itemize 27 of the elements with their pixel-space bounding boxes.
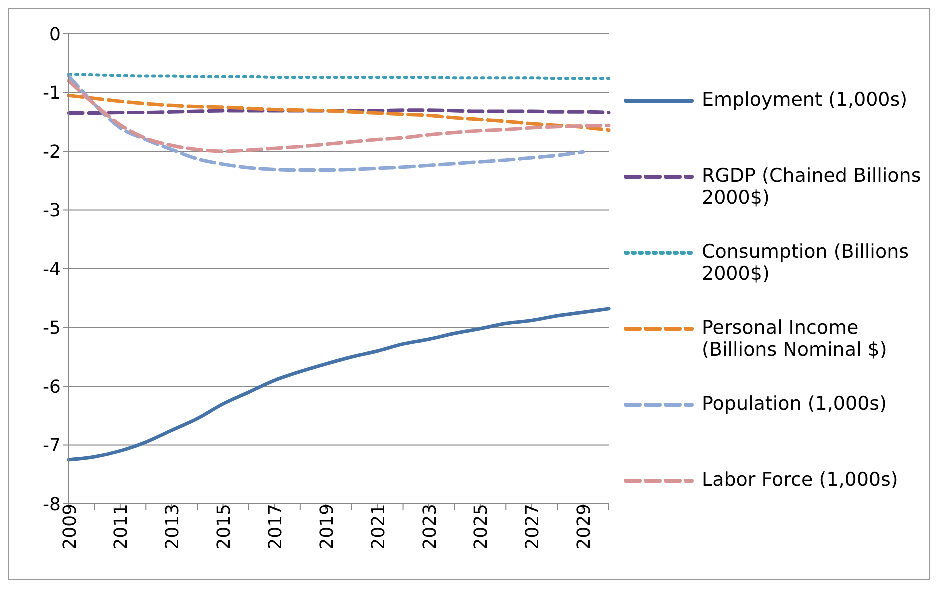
x-tick-label: 2009 [60, 504, 81, 550]
y-tick-label: -1 [43, 83, 61, 104]
legend-label: Personal Income (Billions Nominal $) [702, 317, 888, 361]
y-tick-label: -5 [43, 318, 61, 340]
y-tick-label: -6 [43, 376, 61, 398]
x-tick-label: 2013 [162, 504, 184, 550]
y-tick-label: -7 [43, 436, 61, 457]
x-tick-label: 2023 [420, 504, 441, 550]
legend-label: Consumption (Billions 2000$) [702, 241, 910, 285]
x-tick-label: 2019 [316, 504, 338, 550]
y-tick-label: -4 [43, 259, 61, 280]
x-tick-label: 2011 [111, 504, 132, 550]
x-tick-label: 2021 [368, 504, 390, 550]
x-tick-label: 2025 [471, 504, 492, 550]
line-series [67, 74, 586, 172]
legend-label: Employment (1,000s) [702, 89, 909, 111]
x-tick-label: 2027 [522, 504, 544, 550]
legend-label: Labor Force (1,000s) [702, 469, 900, 491]
y-tick-label: -3 [43, 200, 61, 222]
legend-label: RGDP (Chained Billions 2000$) [702, 165, 922, 209]
x-tick-label: 2017 [265, 504, 286, 550]
legend-label: Population (1,000s) [702, 393, 888, 415]
y-tick-label: 0 [50, 24, 61, 46]
y-tick-label: -2 [43, 142, 61, 163]
x-tick-label: 2015 [214, 504, 236, 550]
x-tick-label: 2029 [574, 504, 596, 550]
y-tick-label: -8 [43, 494, 61, 516]
